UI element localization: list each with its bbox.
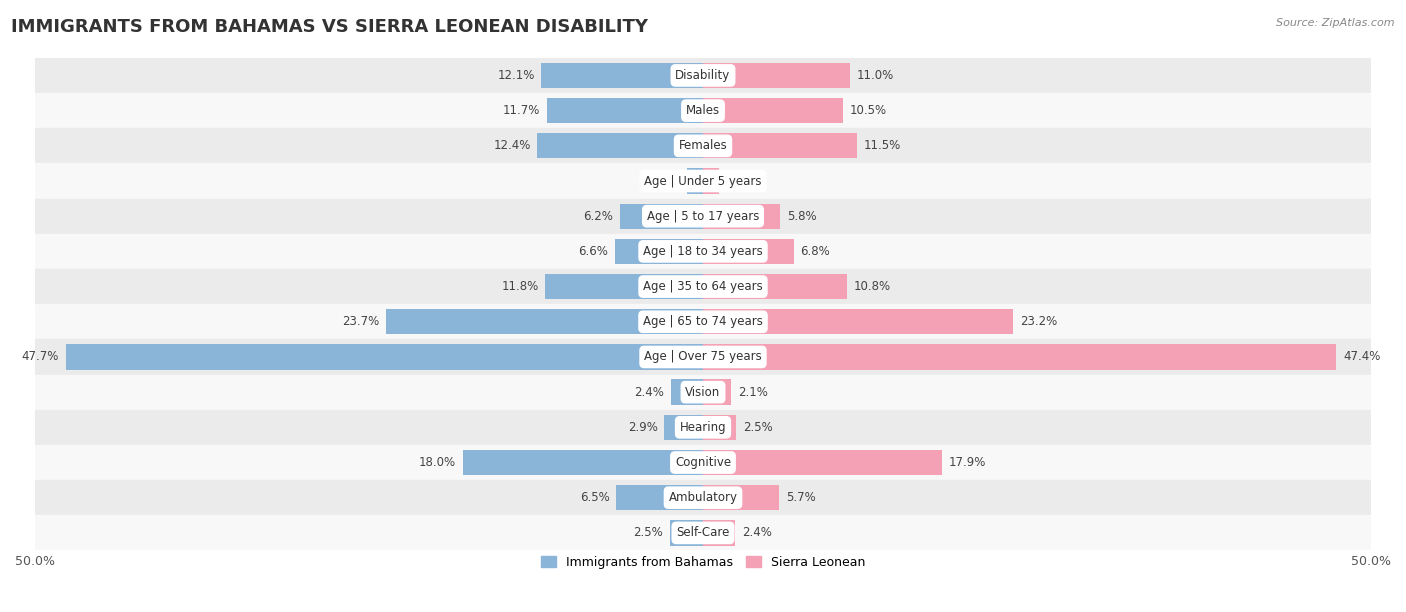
Text: IMMIGRANTS FROM BAHAMAS VS SIERRA LEONEAN DISABILITY: IMMIGRANTS FROM BAHAMAS VS SIERRA LEONEA… — [11, 18, 648, 36]
Text: 2.1%: 2.1% — [738, 386, 768, 398]
Text: 23.7%: 23.7% — [343, 315, 380, 328]
Bar — [35, 304, 1371, 340]
Bar — [703, 415, 737, 440]
Bar — [703, 168, 718, 193]
Text: 11.0%: 11.0% — [856, 69, 894, 82]
Bar — [35, 410, 1371, 445]
Text: 12.4%: 12.4% — [494, 140, 530, 152]
Text: 11.8%: 11.8% — [502, 280, 538, 293]
Text: Cognitive: Cognitive — [675, 456, 731, 469]
Bar — [35, 269, 1371, 304]
Text: Age | 18 to 34 years: Age | 18 to 34 years — [643, 245, 763, 258]
Text: 6.6%: 6.6% — [578, 245, 609, 258]
Legend: Immigrants from Bahamas, Sierra Leonean: Immigrants from Bahamas, Sierra Leonean — [536, 551, 870, 574]
Bar — [664, 415, 703, 440]
Text: Ambulatory: Ambulatory — [668, 491, 738, 504]
Text: 5.8%: 5.8% — [787, 210, 817, 223]
Text: 6.2%: 6.2% — [583, 210, 613, 223]
Text: 18.0%: 18.0% — [419, 456, 456, 469]
Text: Age | 35 to 64 years: Age | 35 to 64 years — [643, 280, 763, 293]
Text: Age | 5 to 17 years: Age | 5 to 17 years — [647, 210, 759, 223]
Text: Self-Care: Self-Care — [676, 526, 730, 539]
Bar — [35, 515, 1371, 551]
Text: 47.7%: 47.7% — [21, 351, 59, 364]
Bar — [703, 379, 731, 405]
Text: Disability: Disability — [675, 69, 731, 82]
Text: 10.8%: 10.8% — [853, 280, 891, 293]
Bar — [671, 379, 703, 405]
Text: Hearing: Hearing — [679, 421, 727, 434]
Bar — [703, 133, 856, 159]
Bar — [546, 274, 703, 299]
Bar — [703, 63, 851, 88]
Text: 2.9%: 2.9% — [627, 421, 658, 434]
Bar — [35, 93, 1371, 129]
Bar — [35, 445, 1371, 480]
Bar — [35, 129, 1371, 163]
Text: Vision: Vision — [685, 386, 721, 398]
Bar — [688, 168, 703, 193]
Text: 10.5%: 10.5% — [851, 104, 887, 117]
Text: 2.4%: 2.4% — [634, 386, 664, 398]
Bar — [35, 480, 1371, 515]
Text: Age | Under 5 years: Age | Under 5 years — [644, 174, 762, 187]
Text: 1.2%: 1.2% — [651, 174, 681, 187]
Bar — [620, 204, 703, 229]
Text: 2.5%: 2.5% — [744, 421, 773, 434]
Text: 6.5%: 6.5% — [579, 491, 609, 504]
Text: 23.2%: 23.2% — [1019, 315, 1057, 328]
Bar — [541, 63, 703, 88]
Bar — [703, 98, 844, 123]
Text: 11.7%: 11.7% — [502, 104, 540, 117]
Text: 1.2%: 1.2% — [725, 174, 755, 187]
Bar — [387, 309, 703, 334]
Bar — [35, 163, 1371, 199]
Text: 6.8%: 6.8% — [800, 245, 831, 258]
Bar — [703, 274, 848, 299]
Text: Males: Males — [686, 104, 720, 117]
Text: Females: Females — [679, 140, 727, 152]
Bar — [703, 450, 942, 475]
Bar — [463, 450, 703, 475]
Bar — [547, 98, 703, 123]
Bar — [703, 204, 780, 229]
Text: Age | 65 to 74 years: Age | 65 to 74 years — [643, 315, 763, 328]
Bar — [703, 239, 794, 264]
Text: 2.5%: 2.5% — [633, 526, 662, 539]
Bar — [703, 520, 735, 545]
Text: 12.1%: 12.1% — [498, 69, 534, 82]
Text: 11.5%: 11.5% — [863, 140, 901, 152]
Text: 17.9%: 17.9% — [949, 456, 986, 469]
Bar — [537, 133, 703, 159]
Bar — [35, 58, 1371, 93]
Bar — [703, 345, 1336, 370]
Bar — [66, 345, 703, 370]
Bar — [35, 199, 1371, 234]
Bar — [616, 485, 703, 510]
Text: 2.4%: 2.4% — [742, 526, 772, 539]
Bar — [614, 239, 703, 264]
Text: 47.4%: 47.4% — [1343, 351, 1381, 364]
Text: Age | Over 75 years: Age | Over 75 years — [644, 351, 762, 364]
Text: 5.7%: 5.7% — [786, 491, 815, 504]
Bar — [703, 309, 1012, 334]
Bar — [669, 520, 703, 545]
Bar — [35, 234, 1371, 269]
Bar — [35, 340, 1371, 375]
Text: Source: ZipAtlas.com: Source: ZipAtlas.com — [1277, 18, 1395, 28]
Bar — [35, 375, 1371, 410]
Bar — [703, 485, 779, 510]
